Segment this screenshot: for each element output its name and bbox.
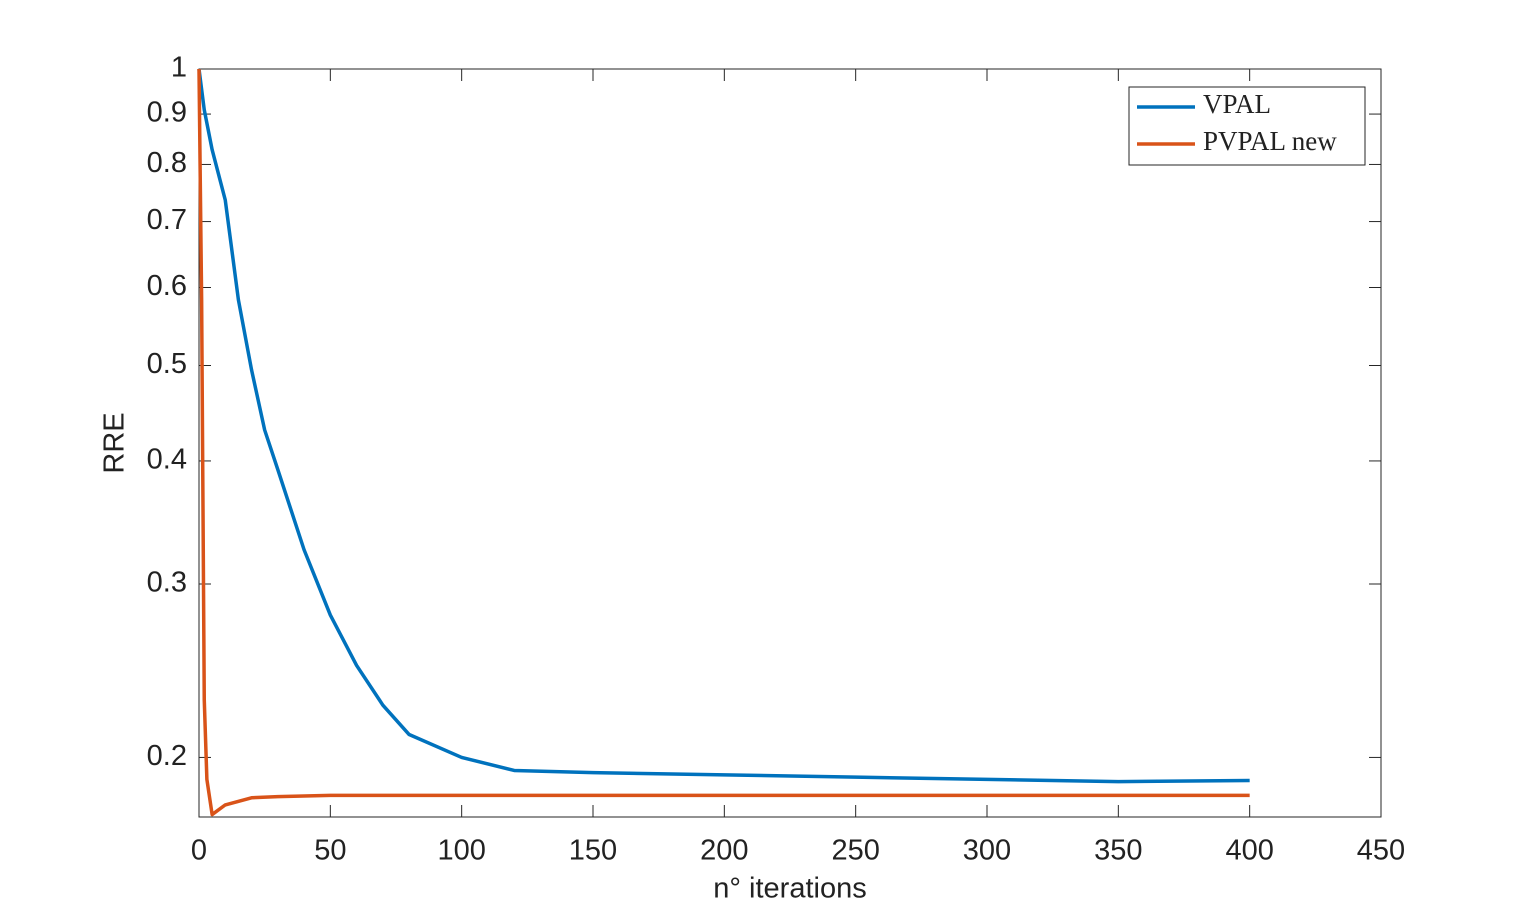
x-tick-label: 200: [700, 835, 748, 867]
y-tick-label: 0.6: [147, 270, 187, 302]
y-axis-label: RRE: [99, 412, 131, 473]
legend-label: PVPAL new: [1203, 126, 1337, 156]
x-tick-label: 100: [437, 835, 485, 867]
y-tick-label: 1: [171, 52, 187, 84]
y-tick-label: 0.5: [147, 348, 187, 380]
line: [197, 68, 1250, 817]
legend-box: [1128, 86, 1366, 166]
legend: VPAL PVPAL new: [1128, 86, 1366, 166]
line: [197, 68, 1250, 784]
x-axis-label: n° iterations: [713, 873, 866, 905]
x-tick-label: 300: [963, 835, 1011, 867]
x-tick-label: 450: [1357, 835, 1405, 867]
x-tick-label: 250: [831, 835, 879, 867]
x-tick-label: 350: [1094, 835, 1142, 867]
x-tick-label: 150: [569, 835, 617, 867]
y-tick-label: 0.4: [147, 444, 187, 476]
y-tick-label: 0.9: [147, 97, 187, 129]
x-tick-label: 50: [314, 835, 346, 867]
y-tick-label: 0.3: [147, 567, 187, 599]
x-tick-label: 0: [191, 835, 207, 867]
y-tick-label: 0.7: [147, 204, 187, 236]
x-tick-label: 400: [1225, 835, 1273, 867]
y-tick-label: 0.8: [147, 147, 187, 179]
y-tick-label: 0.2: [147, 740, 187, 772]
legend-label: VPAL: [1203, 89, 1271, 119]
plot-area: [198, 68, 1382, 818]
